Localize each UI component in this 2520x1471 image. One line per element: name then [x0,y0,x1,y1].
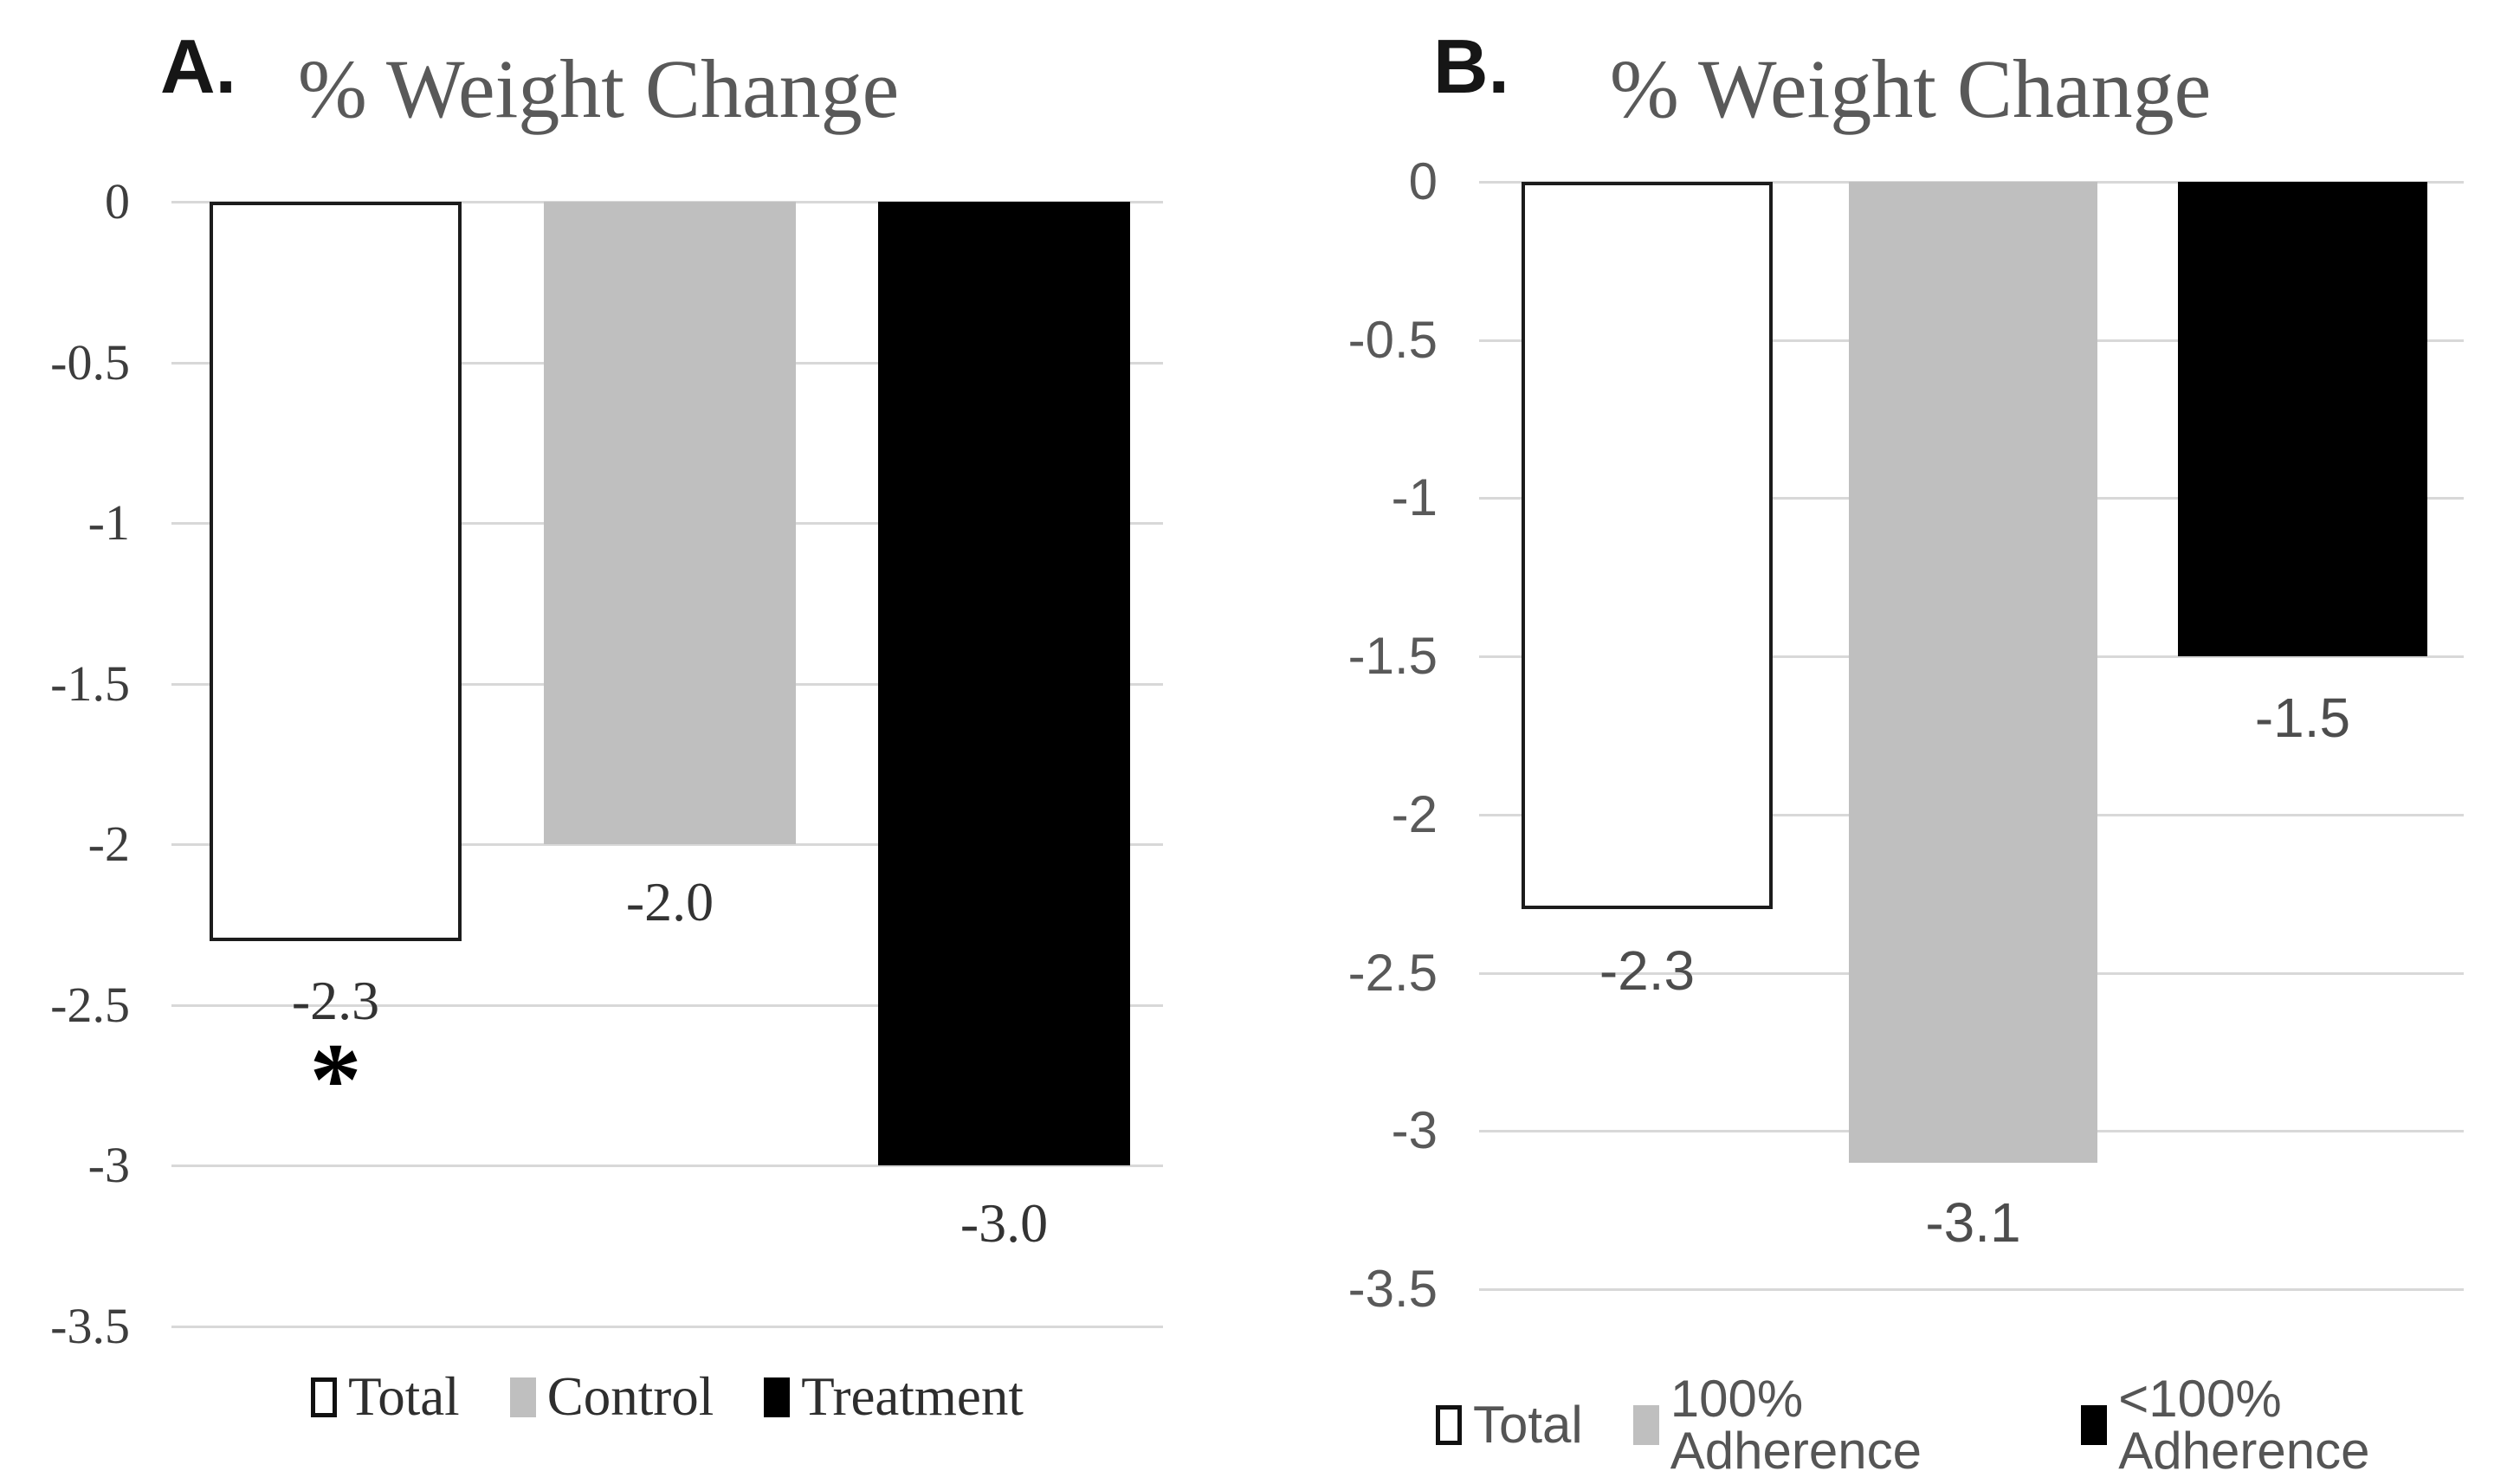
y-axis-tick-label: -1.5 [50,655,130,712]
legend-swatch-black [764,1377,791,1417]
legend-label: 100% Adherence [1670,1370,1922,1471]
panel-b-plot-area: 0 -0.5 -1 -1.5 -2 -2.5 -3 -3.5 -2.3 -3.1… [1348,156,2464,1315]
bar-less-100-adherence [2178,182,2427,657]
y-axis-tick-label: -0.5 [1347,310,1438,369]
y-axis-tick-label: -2.5 [1347,943,1438,1002]
legend-swatch-black [2081,1405,2108,1445]
legend-swatch-white [311,1377,338,1417]
y-axis-tick-label: -2 [87,816,130,873]
gridline [171,1326,1163,1328]
bar-treatment [878,202,1130,1166]
bar-value-label: -2.3 [291,969,380,1031]
y-axis-tick-label: -3 [1391,1101,1438,1160]
legend-label: Total [1473,1396,1583,1454]
y-axis-tick-label: 0 [105,173,130,229]
panel-b: B. % Weight Change 0 -0.5 -1 -1.5 -2 -2.… [1260,0,2520,1471]
gridline [171,843,1163,847]
bar-total [1522,182,1773,910]
y-axis-tick-label: -3.5 [50,1298,130,1354]
panel-a-letter: A. [160,23,236,109]
bar-control [544,202,796,845]
significance-asterisk: * [309,1021,362,1137]
legend-item-control: Control [509,1366,714,1427]
legend-label: Total [348,1366,460,1427]
legend-item-total: Total [311,1370,460,1424]
legend-item-total: Total [1436,1399,1583,1451]
gridline [171,1165,1163,1168]
panel-a-legend: Total Control Treatment [171,1370,1163,1424]
panel-a: A. % Weight Change 0 -0.5 -1 -1.5 -2 -2.… [50,23,1163,1424]
panel-a-title: % Weight Change [297,42,900,135]
gridline [1479,1288,2464,1291]
panel-b-legend: Total 100% Adherence <100% Adherence [1436,1373,2507,1471]
legend-item-treatment: Treatment [764,1370,1024,1424]
y-axis-tick-label: -1 [1391,468,1438,527]
y-axis-tick-label: 0 [1408,152,1438,210]
y-axis-tick-label: -3.5 [1347,1260,1438,1318]
y-axis-tick-label: -1.5 [1347,627,1438,686]
bar-value-label: -3.1 [1925,1190,2021,1254]
panel-b-title: % Weight Change [1609,42,2212,135]
y-axis-tick-label: -1 [87,494,130,552]
y-axis-tick-label: -3 [87,1137,130,1194]
legend-label: Treatment [801,1366,1024,1427]
panel-b-letter: B. [1433,23,1509,109]
bar-total [210,202,462,941]
panel-a-plot-area: 0 -0.5 -1 -1.5 -2 -2.5 -3 -3.5 -2.3 -2.0… [50,177,1163,1352]
gridline [171,1003,1163,1007]
y-axis-tick-label: -2.5 [50,976,130,1033]
legend-label: Control [546,1366,714,1427]
bar-value-label: -2.3 [1599,939,1696,1003]
bar-value-label: -2.0 [625,871,714,933]
y-axis-tick-label: -0.5 [50,333,130,390]
bar-value-label: -1.5 [2254,687,2351,750]
y-axis-tick-label: -2 [1391,784,1438,843]
bar-100-adherence [1849,182,2097,1163]
legend-item-100-adherence: 100% Adherence [1632,1370,2032,1471]
legend-item-less-100-adherence: <100% Adherence [2081,1373,2507,1471]
legend-label: <100% Adherence [2118,1370,2370,1471]
legend-swatch-white [1436,1405,1462,1445]
legend-swatch-gray [1632,1405,1659,1445]
bar-value-label: -3.0 [960,1192,1049,1255]
legend-swatch-gray [509,1377,536,1417]
